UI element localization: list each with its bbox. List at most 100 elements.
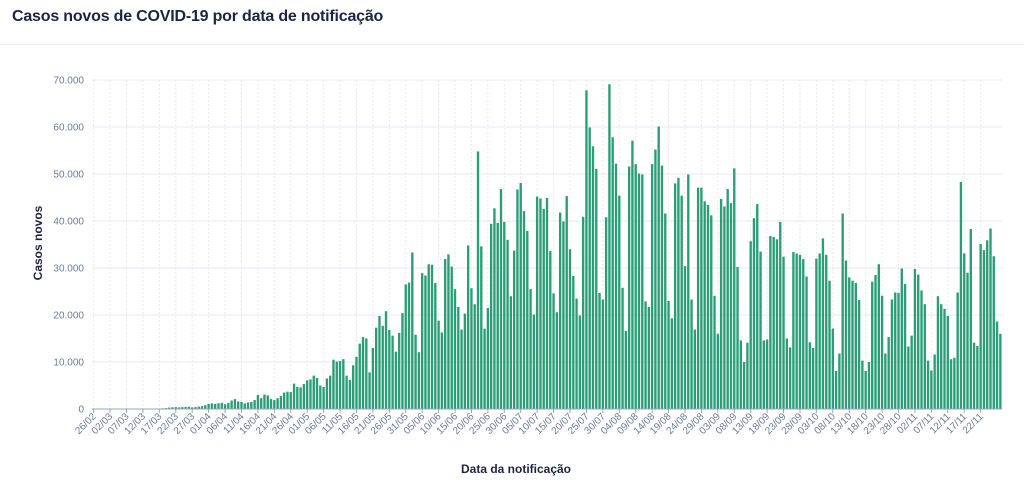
bar[interactable]	[424, 275, 427, 409]
bar[interactable]	[995, 321, 999, 409]
bar[interactable]	[365, 338, 368, 410]
bar[interactable]	[647, 307, 651, 409]
bar[interactable]	[401, 313, 404, 409]
bar[interactable]	[181, 407, 184, 409]
bar[interactable]	[733, 168, 736, 409]
bar[interactable]	[194, 407, 197, 409]
bar[interactable]	[703, 201, 706, 409]
bar[interactable]	[588, 127, 591, 409]
bar[interactable]	[848, 277, 851, 409]
bar[interactable]	[240, 401, 243, 409]
bar[interactable]	[476, 151, 480, 409]
bar[interactable]	[746, 342, 749, 409]
bar[interactable]	[795, 253, 798, 409]
bar[interactable]	[519, 182, 522, 409]
bar[interactable]	[963, 253, 966, 409]
bar[interactable]	[361, 337, 365, 409]
bar[interactable]	[917, 274, 920, 409]
bar[interactable]	[710, 215, 713, 409]
bar[interactable]	[864, 370, 867, 409]
bar[interactable]	[177, 407, 181, 409]
bar[interactable]	[756, 204, 759, 409]
bar[interactable]	[516, 189, 519, 409]
bar[interactable]	[887, 337, 890, 409]
bar[interactable]	[575, 298, 578, 409]
bar[interactable]	[427, 264, 430, 409]
bar[interactable]	[979, 244, 982, 409]
bar[interactable]	[473, 304, 476, 409]
bar[interactable]	[273, 400, 276, 409]
bar[interactable]	[328, 375, 332, 409]
bar[interactable]	[184, 406, 187, 409]
bar[interactable]	[545, 197, 549, 409]
bar[interactable]	[880, 295, 884, 409]
bar[interactable]	[923, 304, 926, 409]
bar[interactable]	[802, 259, 805, 409]
bar[interactable]	[309, 379, 312, 409]
bar[interactable]	[453, 289, 457, 409]
bar[interactable]	[214, 403, 217, 409]
bar[interactable]	[765, 339, 769, 409]
bar[interactable]	[404, 284, 407, 409]
bar[interactable]	[542, 208, 545, 409]
bar[interactable]	[831, 328, 834, 409]
bar[interactable]	[986, 240, 989, 409]
bar[interactable]	[976, 346, 979, 409]
bar[interactable]	[706, 205, 710, 409]
bar[interactable]	[204, 405, 207, 409]
bar[interactable]	[618, 195, 621, 409]
bar[interactable]	[614, 163, 618, 409]
bar[interactable]	[762, 340, 766, 409]
bar[interactable]	[894, 292, 897, 409]
bar[interactable]	[529, 289, 532, 409]
bar[interactable]	[420, 273, 424, 409]
bar[interactable]	[930, 370, 933, 409]
bar[interactable]	[621, 287, 624, 409]
bar[interactable]	[578, 315, 582, 409]
bar[interactable]	[220, 402, 223, 409]
bar[interactable]	[667, 300, 670, 409]
bar[interactable]	[223, 404, 227, 409]
bar[interactable]	[953, 357, 956, 409]
bar[interactable]	[286, 391, 289, 409]
bar[interactable]	[388, 330, 391, 409]
bar[interactable]	[759, 251, 762, 409]
bar[interactable]	[351, 365, 355, 409]
bar[interactable]	[969, 228, 972, 409]
bar[interactable]	[460, 329, 463, 409]
bar[interactable]	[604, 217, 608, 409]
bar[interactable]	[608, 84, 611, 409]
bar[interactable]	[752, 218, 756, 409]
bar[interactable]	[289, 392, 292, 409]
bar[interactable]	[381, 325, 384, 409]
bar[interactable]	[949, 359, 953, 409]
bar[interactable]	[631, 140, 634, 409]
bar[interactable]	[903, 283, 907, 409]
bar[interactable]	[315, 377, 319, 409]
bar[interactable]	[279, 395, 283, 409]
bar[interactable]	[237, 401, 240, 409]
bar[interactable]	[447, 254, 450, 409]
bar[interactable]	[907, 346, 910, 409]
bar[interactable]	[664, 213, 667, 409]
bar[interactable]	[227, 402, 230, 409]
bar[interactable]	[269, 399, 273, 409]
bar[interactable]	[499, 189, 503, 409]
bar[interactable]	[233, 399, 237, 409]
bar[interactable]	[572, 275, 575, 409]
bar[interactable]	[805, 276, 808, 409]
bar[interactable]	[877, 264, 880, 409]
bar[interactable]	[818, 253, 821, 409]
bar[interactable]	[624, 330, 628, 409]
bar[interactable]	[999, 333, 1002, 409]
bar[interactable]	[312, 375, 315, 409]
bar[interactable]	[358, 343, 361, 409]
bar[interactable]	[673, 183, 677, 409]
bar[interactable]	[296, 386, 299, 409]
bar[interactable]	[355, 356, 358, 409]
bar[interactable]	[496, 222, 499, 409]
bar[interactable]	[943, 308, 946, 409]
bar[interactable]	[217, 403, 220, 409]
bar[interactable]	[276, 398, 279, 409]
bar[interactable]	[532, 314, 536, 409]
